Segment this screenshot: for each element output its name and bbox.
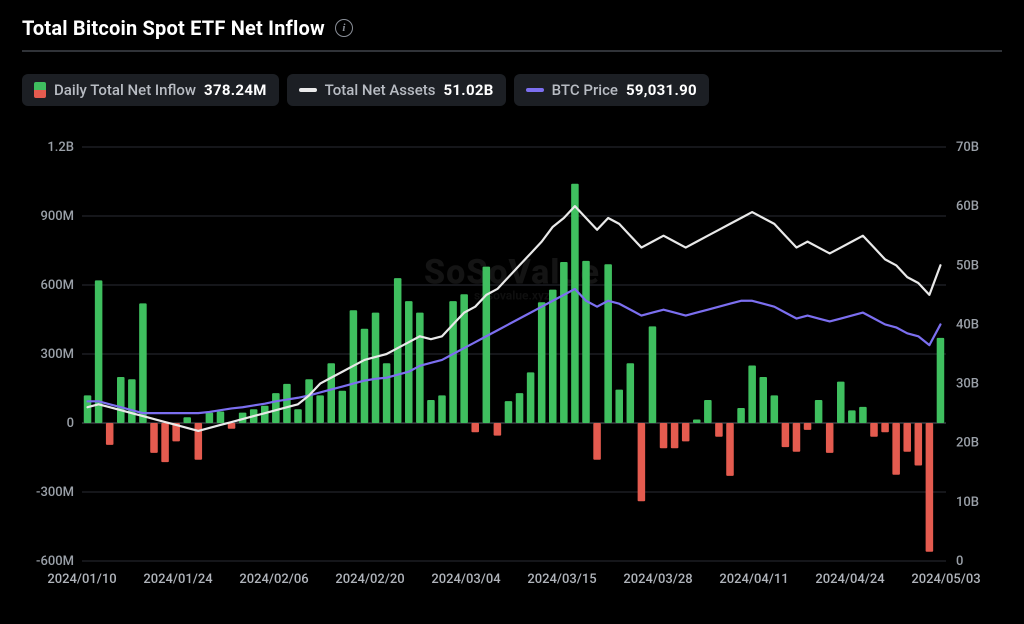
svg-text:2024/03/15: 2024/03/15 xyxy=(527,572,596,587)
legend-label: Total Net Assets xyxy=(325,81,436,99)
legend-value: 378.24M xyxy=(204,81,267,99)
header: Total Bitcoin Spot ETF Net Inflow i xyxy=(22,16,1002,52)
svg-text:2024/02/20: 2024/02/20 xyxy=(335,572,404,587)
legend-item-assets[interactable]: Total Net Assets 51.02B xyxy=(287,74,506,106)
chart-area: SoSoValuesosovalue.xyz-600M-300M0300M600… xyxy=(22,114,1002,614)
legend: Daily Total Net Inflow 378.24M Total Net… xyxy=(22,74,1002,106)
legend-value: 51.02B xyxy=(443,81,493,99)
line-swatch-icon xyxy=(526,88,544,92)
legend-item-btc[interactable]: BTC Price 59,031.90 xyxy=(514,74,709,106)
svg-text:900M: 900M xyxy=(40,209,74,224)
svg-text:60B: 60B xyxy=(956,199,979,214)
svg-text:40B: 40B xyxy=(956,317,979,332)
combo-chart: SoSoValuesosovalue.xyz-600M-300M0300M600… xyxy=(22,114,1002,614)
svg-text:1.2B: 1.2B xyxy=(47,140,74,155)
svg-text:2024/03/28: 2024/03/28 xyxy=(623,572,692,587)
svg-text:0: 0 xyxy=(67,416,74,431)
svg-text:50B: 50B xyxy=(956,258,979,273)
svg-text:70B: 70B xyxy=(956,140,979,155)
svg-text:600M: 600M xyxy=(40,278,74,293)
svg-text:-600M: -600M xyxy=(36,554,74,569)
svg-text:2024/04/24: 2024/04/24 xyxy=(815,572,885,587)
split-swatch-icon xyxy=(34,82,46,98)
legend-label: BTC Price xyxy=(552,81,618,99)
svg-text:-300M: -300M xyxy=(36,485,74,500)
info-icon[interactable]: i xyxy=(335,19,353,37)
svg-text:2024/01/24: 2024/01/24 xyxy=(143,572,213,587)
svg-text:30B: 30B xyxy=(956,377,979,392)
line-swatch-icon xyxy=(299,88,317,92)
chart-container: Total Bitcoin Spot ETF Net Inflow i Dail… xyxy=(0,0,1024,624)
svg-text:0: 0 xyxy=(956,554,963,569)
svg-text:2024/04/11: 2024/04/11 xyxy=(719,572,788,587)
legend-value: 59,031.90 xyxy=(626,81,697,99)
svg-text:2024/01/10: 2024/01/10 xyxy=(47,572,116,587)
svg-text:10B: 10B xyxy=(956,495,979,510)
svg-text:300M: 300M xyxy=(40,347,74,362)
svg-text:2024/02/06: 2024/02/06 xyxy=(239,572,308,587)
page-title: Total Bitcoin Spot ETF Net Inflow xyxy=(22,16,325,40)
svg-text:2024/05/03: 2024/05/03 xyxy=(911,572,980,587)
svg-text:2024/03/04: 2024/03/04 xyxy=(431,572,501,587)
svg-text:20B: 20B xyxy=(956,436,979,451)
legend-item-inflow[interactable]: Daily Total Net Inflow 378.24M xyxy=(22,74,279,106)
legend-label: Daily Total Net Inflow xyxy=(54,81,196,99)
